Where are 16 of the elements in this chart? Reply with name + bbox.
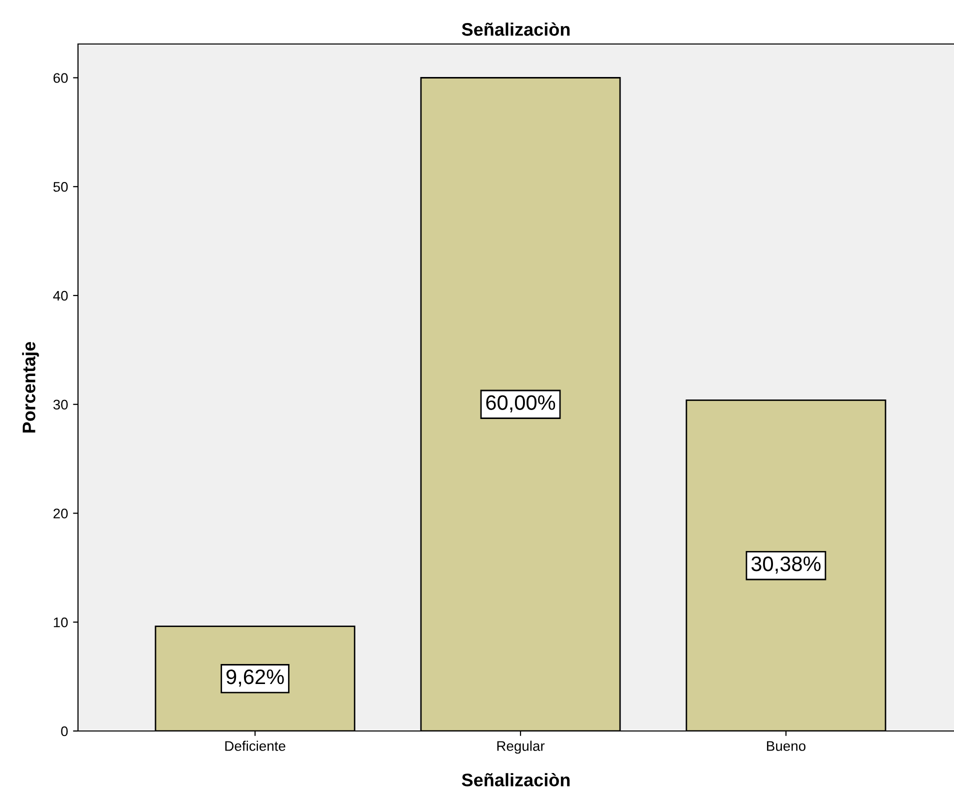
data-label: 30,38% xyxy=(751,556,821,574)
y-tick-label: 20 xyxy=(54,508,68,518)
y-tick-label: 60 xyxy=(54,73,68,83)
x-tick-label: Bueno xyxy=(767,741,806,751)
y-tick-label: 30 xyxy=(53,400,68,410)
x-tick-label: Regular xyxy=(497,740,545,754)
y-tick-label: 40 xyxy=(53,290,68,301)
data-label: 9,62% xyxy=(226,669,284,687)
y-axis-title: Porcentaje xyxy=(22,342,39,432)
data-label: 60,00% xyxy=(486,395,556,412)
chart-title: Señalizaciòn xyxy=(462,22,570,36)
x-axis-title: Señalizaciòn xyxy=(462,772,570,786)
x-tick-label: Deficiente xyxy=(225,740,286,751)
y-tick-label: 10 xyxy=(54,617,68,628)
y-tick-label: 0 xyxy=(61,726,68,736)
y-tick-label: 50 xyxy=(53,182,68,192)
